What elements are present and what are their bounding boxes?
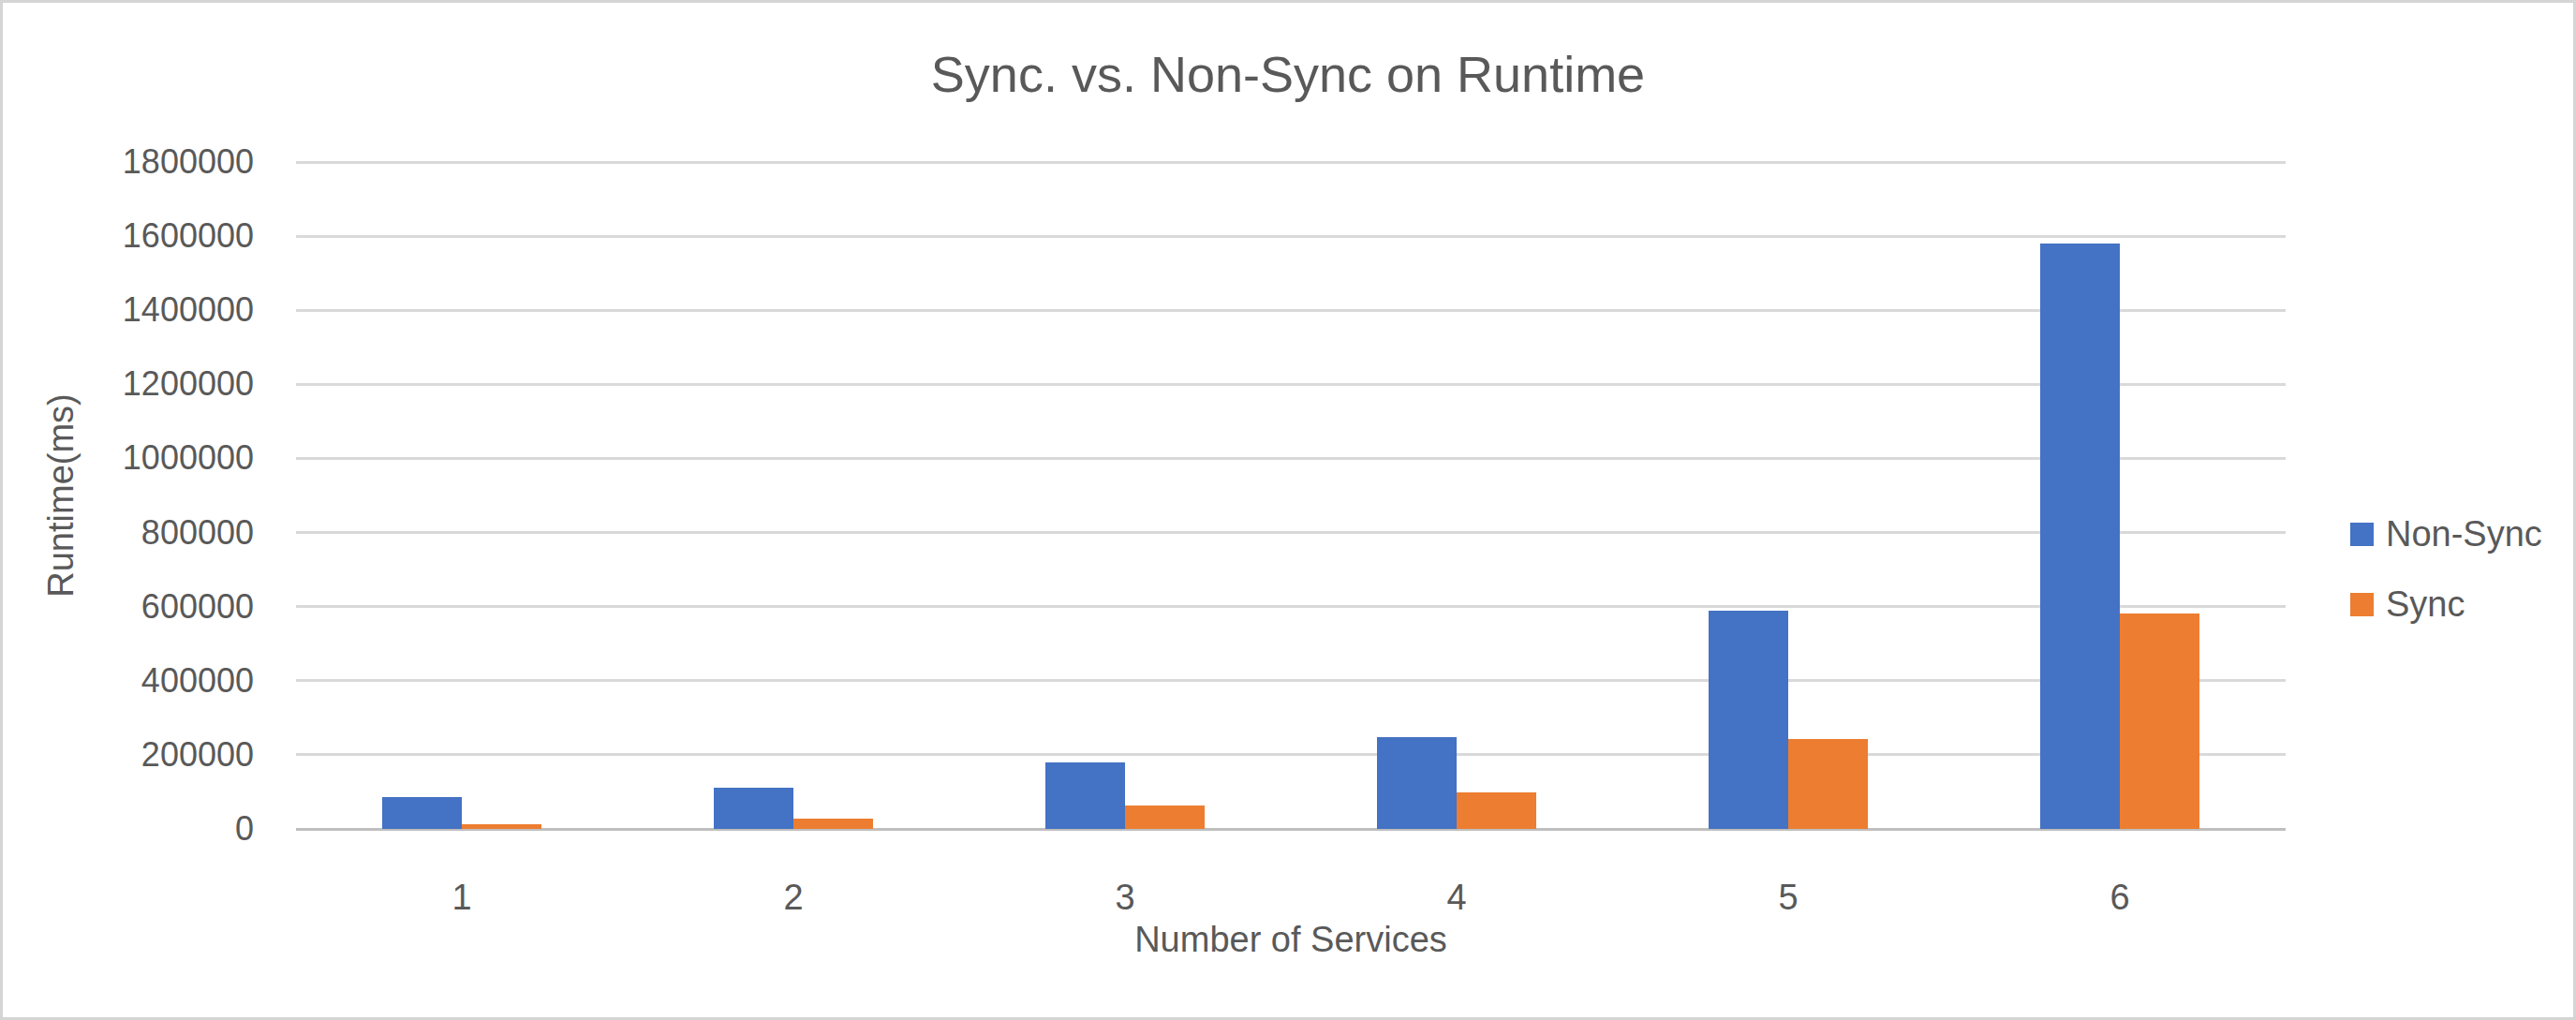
y-tick-label: 0 [62,808,254,850]
bar-non-sync-2 [714,788,793,829]
y-tick-label: 1400000 [62,289,254,331]
x-axis-line [296,828,2286,831]
bar-sync-4 [1457,792,1536,829]
y-tick-label: 400000 [62,660,254,702]
y-axis-title: Runtime(ms) [41,393,81,597]
bar-non-sync-3 [1045,762,1125,829]
legend-swatch-non-sync [2350,523,2374,546]
gridline [296,531,2286,534]
bar-sync-6 [2120,613,2199,829]
bar-sync-2 [793,819,873,829]
legend-label: Sync [2386,590,2465,619]
bar-non-sync-1 [382,797,462,829]
x-tick-label: 2 [728,877,859,918]
bar-non-sync-5 [1709,611,1788,829]
x-axis-title: Number of Services [296,919,2286,960]
bar-non-sync-4 [1377,737,1457,829]
gridline [296,309,2286,312]
bar-non-sync-6 [2040,244,2120,829]
x-tick-label: 1 [396,877,527,918]
x-tick-label: 5 [1723,877,1854,918]
gridline [296,161,2286,164]
y-tick-label: 800000 [62,512,254,554]
y-tick-label: 1800000 [62,141,254,183]
bar-sync-3 [1125,806,1205,829]
x-tick-label: 4 [1391,877,1522,918]
legend-swatch-sync [2350,593,2374,616]
y-tick-label: 1600000 [62,215,254,257]
gridline [296,753,2286,756]
legend-item-sync: Sync [2350,590,2542,619]
y-tick-label: 200000 [62,734,254,776]
x-tick-label: 3 [1059,877,1191,918]
gridline [296,383,2286,386]
x-tick-label: 6 [2054,877,2185,918]
y-tick-label: 1000000 [62,437,254,479]
gridline [296,679,2286,682]
bar-sync-5 [1788,739,1868,829]
legend: Non-Sync Sync [2350,520,2542,619]
gridline [296,605,2286,608]
y-tick-label: 600000 [62,586,254,628]
legend-item-non-sync: Non-Sync [2350,520,2542,549]
legend-label: Non-Sync [2386,520,2542,549]
chart-title: Sync. vs. Non-Sync on Runtime [293,44,2283,104]
gridline [296,235,2286,238]
y-tick-label: 1200000 [62,363,254,405]
gridline [296,457,2286,460]
chart-frame: Sync. vs. Non-Sync on Runtime Runtime(ms… [0,0,2576,1020]
bar-sync-1 [462,824,541,829]
plot-area: 0200000400000600000800000100000012000001… [296,162,2286,829]
